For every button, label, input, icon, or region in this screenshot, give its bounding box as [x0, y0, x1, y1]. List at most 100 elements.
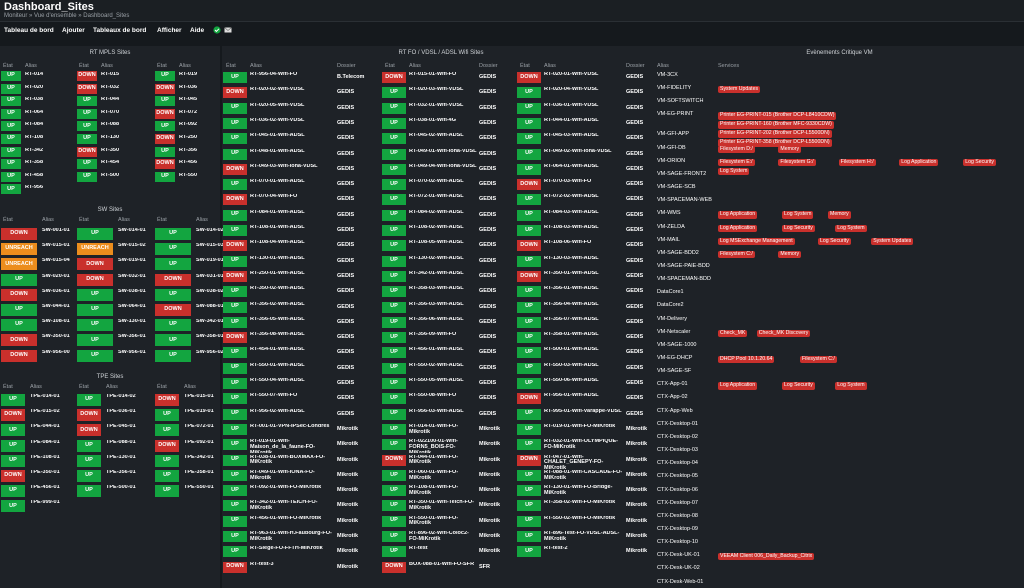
- sw-state-cell[interactable]: UP: [77, 288, 113, 301]
- rtfo-state-cell[interactable]: UP: [382, 439, 406, 451]
- rtfo-state-cell[interactable]: UP: [517, 163, 541, 175]
- rtfo-alias[interactable]: RT-550-02-Wifi-ADSL: [409, 362, 464, 368]
- rtfo-alias[interactable]: RT-995-01-Wifi-Varappe-VDSL: [544, 408, 622, 414]
- rtmpls-alias[interactable]: RT-032: [101, 84, 120, 90]
- tpe-alias[interactable]: TPE-350-01: [30, 470, 60, 475]
- sw-alias[interactable]: SW-015-03: [196, 243, 224, 249]
- rtfo-state-cell[interactable]: DOWN: [517, 454, 541, 466]
- rtfo-alias[interactable]: RT-070-04-Wifi-FO: [250, 194, 298, 200]
- rtmpls-state-cell[interactable]: UP: [1, 96, 21, 107]
- rtfo-alias[interactable]: RT-108-03-Wifi-ADSL: [544, 225, 599, 230]
- rtfo-alias[interactable]: RT-Siege-FO-FFTH-MiKrotik: [250, 546, 323, 552]
- sw-state-cell[interactable]: UP: [155, 334, 191, 347]
- rtfo-alias[interactable]: RT-108-01-Wifi-ADSL: [250, 225, 305, 230]
- rtfo-alias[interactable]: RT-454-01-Wifi-ADSL: [250, 347, 305, 353]
- sw-alias[interactable]: SW-019-01: [196, 258, 224, 264]
- tpe-alias[interactable]: TPE-358-01: [184, 470, 214, 475]
- rtfo-state-cell[interactable]: UP: [223, 546, 247, 558]
- vm-alias[interactable]: VM-WMS: [657, 210, 681, 217]
- breadcrumb[interactable]: Moniteur » Vue d'ensemble » Dashboard_Si…: [4, 13, 130, 19]
- vm-service-badge[interactable]: Log System: [718, 167, 750, 175]
- vm-service-badge[interactable]: Printer EG-PRINT-202 (Brother DCP-L5500D…: [718, 130, 832, 138]
- rtfo-alias[interactable]: RT-038-01-Wifi-4G: [409, 117, 457, 123]
- rtfo-state-cell[interactable]: UP: [223, 408, 247, 420]
- rtfo-alias[interactable]: RT-356-04-Wifi-ADSL: [544, 301, 599, 307]
- rtfo-state-cell[interactable]: UP: [382, 255, 406, 267]
- tpe-alias[interactable]: TPE-342-01: [184, 454, 214, 460]
- rtfo-alias[interactable]: RT-049-01-Wifi-Iona-VDSL: [409, 148, 477, 154]
- rtfo-state-cell[interactable]: UP: [517, 194, 541, 206]
- rtfo-alias[interactable]: RT-015-01-Wifi-FO: [409, 72, 457, 77]
- sw-state-cell[interactable]: UP: [1, 304, 37, 316]
- menu-aide[interactable]: Aide: [190, 27, 205, 34]
- rtmpls-state-cell[interactable]: DOWN: [155, 108, 175, 119]
- tpe-state-cell[interactable]: DOWN: [1, 409, 25, 422]
- rtfo-alias[interactable]: RT-500-01-Wifi-ADSL: [544, 347, 599, 353]
- tpe-alias[interactable]: TPE-084-01: [30, 439, 60, 445]
- vm-alias[interactable]: VM-GFI-DB: [657, 144, 686, 151]
- rtmpls-alias[interactable]: RT-358: [25, 160, 44, 166]
- rtfo-state-cell[interactable]: UP: [223, 393, 247, 405]
- rtfo-alias[interactable]: RT-896-Test-FO-VDSL-ADSL-MiKrotik: [544, 531, 620, 542]
- rtfo-alias[interactable]: RT-019-01-Wifi-Maison_de_la_faune-FO-MiK…: [250, 439, 316, 454]
- rtfo-state-cell[interactable]: UP: [223, 500, 247, 512]
- mail-icon[interactable]: [224, 26, 232, 34]
- sw-alias[interactable]: SW-342-01: [196, 319, 224, 325]
- rtmpls-alias[interactable]: RT-550: [179, 172, 198, 178]
- rtfo-state-cell[interactable]: UP: [223, 362, 247, 374]
- sw-alias[interactable]: SW-956-02: [196, 349, 224, 355]
- rtfo-state-cell[interactable]: UP: [517, 500, 541, 512]
- rtfo-state-cell[interactable]: UP: [517, 347, 541, 359]
- rtfo-state-cell[interactable]: DOWN: [517, 393, 541, 405]
- rtmpls-alias[interactable]: RT-456: [179, 160, 198, 166]
- rtfo-state-cell[interactable]: UP: [223, 72, 247, 83]
- rtmpls-alias[interactable]: RT-045: [179, 97, 198, 103]
- tpe-state-cell[interactable]: UP: [77, 394, 101, 406]
- tpe-state-cell[interactable]: UP: [77, 470, 101, 482]
- vm-service-badge[interactable]: Log System: [782, 211, 814, 219]
- rtfo-alias[interactable]: RT-356-01-Wifi-ADSL: [544, 286, 599, 292]
- rtmpls-state-cell[interactable]: UP: [1, 83, 21, 94]
- sw-state-cell[interactable]: DOWN: [1, 349, 37, 362]
- sw-alias[interactable]: SW-020-01: [42, 273, 70, 279]
- rtfo-state-cell[interactable]: DOWN: [223, 163, 247, 175]
- rtfo-alias[interactable]: RT-060-01-Wifi-FO-MiKrotik: [409, 469, 459, 481]
- rtfo-state-cell[interactable]: UP: [517, 423, 541, 435]
- rtfo-state-cell[interactable]: UP: [223, 423, 247, 435]
- vm-alias[interactable]: CTX-Desk-Web-01: [657, 578, 704, 585]
- vm-alias[interactable]: CTX-App-Web: [657, 407, 693, 414]
- sw-alias[interactable]: SW-064-01: [118, 304, 146, 309]
- rtfo-state-cell[interactable]: UP: [382, 485, 406, 497]
- vm-alias[interactable]: CTX-Desktop-07: [657, 499, 698, 506]
- vm-service-badge[interactable]: Check_MK: [718, 329, 748, 337]
- tpe-state-cell[interactable]: UP: [155, 485, 179, 498]
- rtfo-state-cell[interactable]: UP: [382, 225, 406, 236]
- rtfo-state-cell[interactable]: UP: [382, 347, 406, 359]
- tpe-state-cell[interactable]: UP: [1, 454, 25, 467]
- rtfo-state-cell[interactable]: DOWN: [223, 87, 247, 99]
- rtfo-state-cell[interactable]: UP: [382, 332, 406, 344]
- rtfo-state-cell[interactable]: UP: [517, 515, 541, 527]
- rtmpls-alias[interactable]: RT-356: [179, 147, 198, 153]
- vm-service-badge[interactable]: Filesystem E:/: [718, 158, 755, 166]
- vm-alias[interactable]: VM-ZELDA: [657, 223, 685, 230]
- sw-state-cell[interactable]: UP: [77, 319, 113, 332]
- vm-alias[interactable]: CTX-Desktop-05: [657, 473, 698, 480]
- rtmpls-alias[interactable]: RT-342: [25, 147, 44, 153]
- rtfo-state-cell[interactable]: UP: [382, 163, 406, 175]
- rtfo-alias[interactable]: RT-350-01-Wifi-ADSL: [544, 270, 599, 276]
- vm-service-badge[interactable]: Filesystem C:/: [800, 356, 837, 364]
- tpe-alias[interactable]: TPE-550-01: [184, 485, 214, 491]
- sw-state-cell[interactable]: DOWN: [155, 304, 191, 316]
- tpe-alias[interactable]: TPE-092-01: [184, 439, 214, 445]
- vm-alias[interactable]: CTX-Desktop-04: [657, 460, 698, 467]
- rtfo-alias[interactable]: RT-456-01-Wifi-FO-MiKrotik: [250, 515, 322, 521]
- sw-state-cell[interactable]: UP: [1, 319, 37, 332]
- tpe-state-cell[interactable]: UP: [1, 439, 25, 452]
- vm-service-badge[interactable]: Log Security: [963, 158, 997, 166]
- rtmpls-state-cell[interactable]: UP: [1, 121, 21, 132]
- rtfo-state-cell[interactable]: UP: [517, 255, 541, 267]
- rtfo-state-cell[interactable]: UP: [517, 148, 541, 160]
- rtfo-state-cell[interactable]: UP: [382, 148, 406, 160]
- rtfo-state-cell[interactable]: UP: [382, 316, 406, 328]
